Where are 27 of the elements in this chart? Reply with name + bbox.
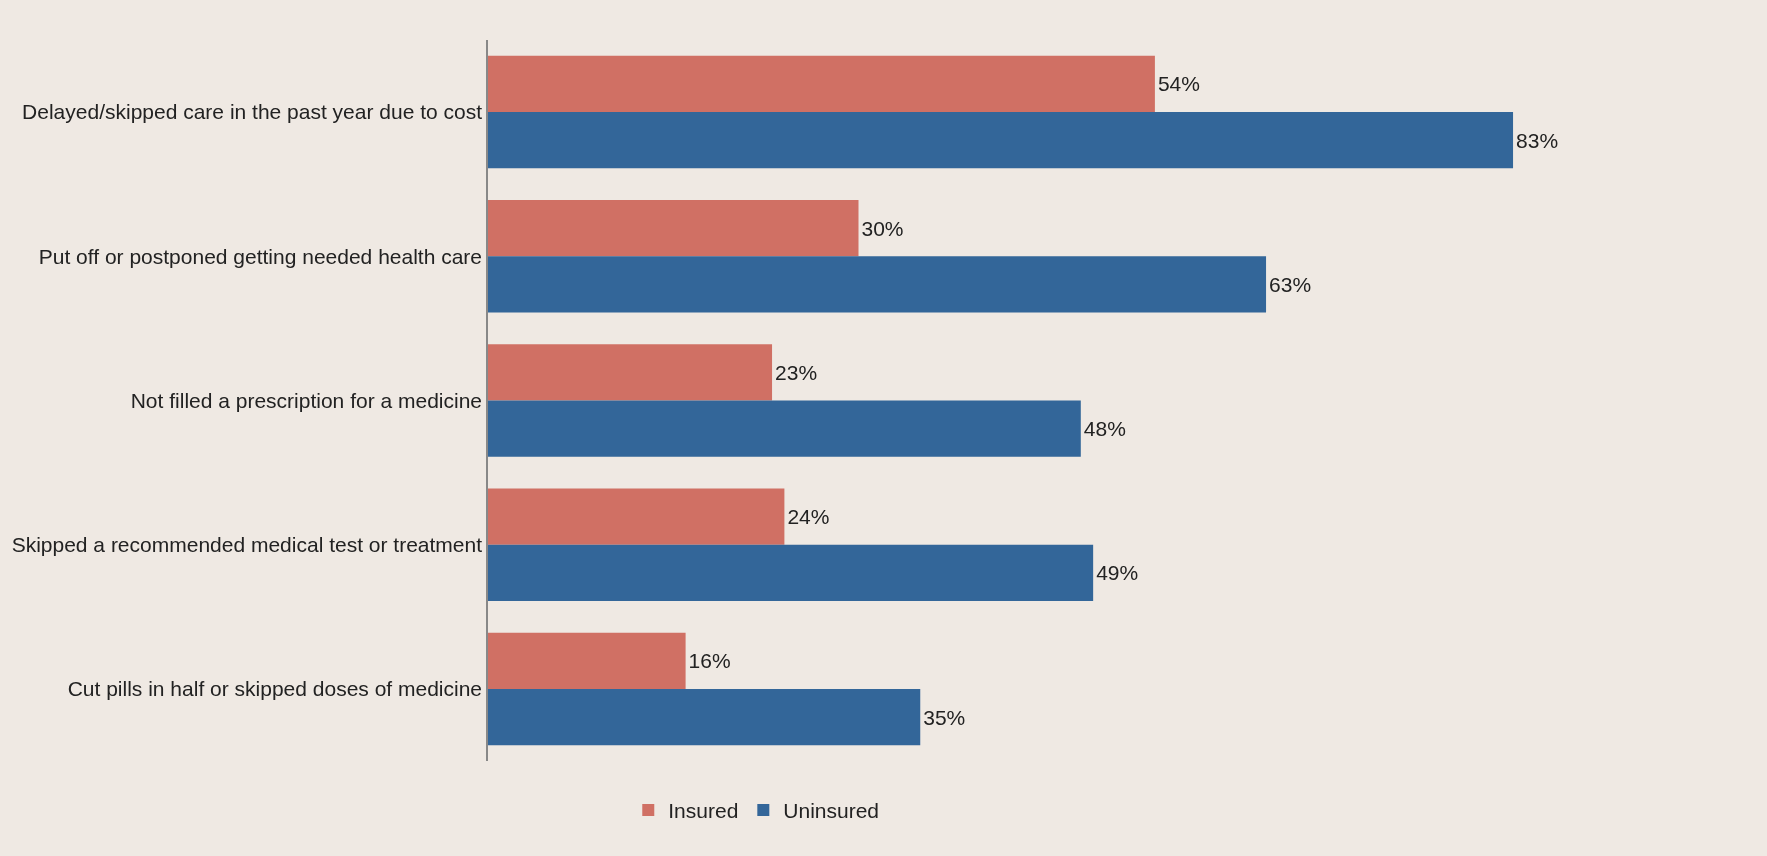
bar [488, 400, 1081, 457]
data-label: 49% [1096, 561, 1139, 585]
y-tick-label: Cut pills in half or skipped doses of medicine [67, 677, 483, 701]
data-label: 24% [787, 505, 830, 529]
bar [488, 688, 921, 746]
data-label: 35% [923, 705, 966, 729]
bar [488, 200, 859, 257]
data-label: 63% [1269, 272, 1312, 296]
bar [488, 112, 1514, 169]
bar [488, 632, 686, 689]
bar [488, 55, 1155, 113]
data-label: 30% [861, 216, 904, 240]
y-tick-label: Delayed/skipped care in the past year due to cost [22, 100, 483, 124]
bar [488, 488, 785, 545]
data-label: 23% [775, 360, 818, 384]
data-label: 54% [1157, 72, 1200, 96]
y-tick-label: Skipped a recommended medical test or treatment [11, 533, 483, 557]
legend-label: Insured [668, 799, 739, 823]
bar [488, 544, 1094, 601]
y-tick-label: Not filled a prescription for a medicine [130, 388, 483, 412]
y-tick-label: Put off or postponed getting needed health care [38, 244, 483, 268]
legend-label: Uninsured [783, 799, 880, 823]
data-label: 16% [688, 649, 731, 673]
bar [488, 256, 1267, 313]
data-label: 48% [1083, 417, 1126, 441]
data-label: 83% [1516, 128, 1559, 152]
bar [488, 344, 773, 401]
